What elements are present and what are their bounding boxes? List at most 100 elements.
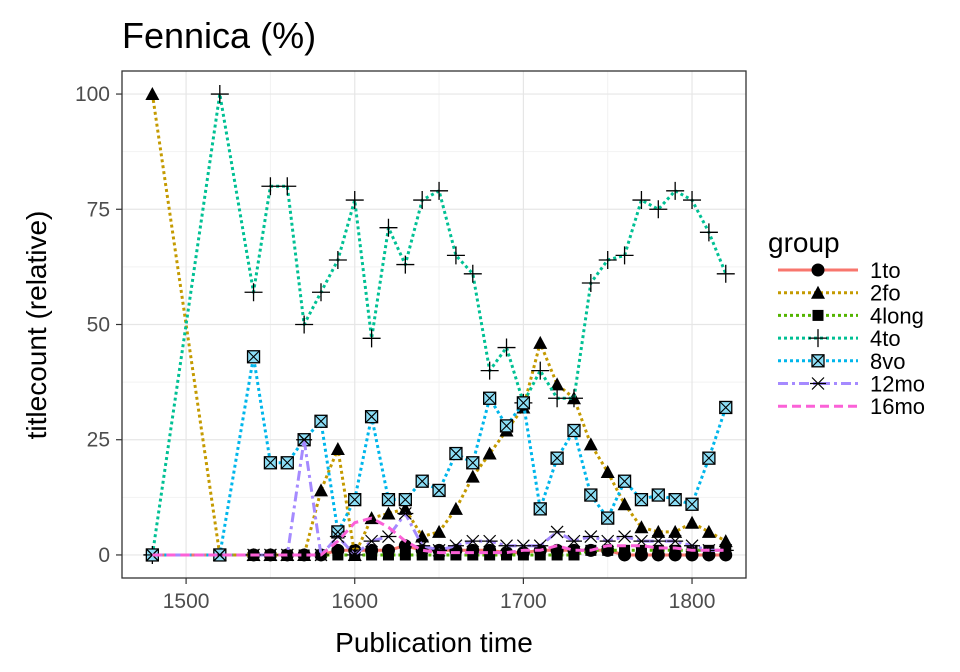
data-point-8vo [516, 396, 531, 410]
data-point-4to [413, 191, 432, 210]
legend-title: group [768, 227, 840, 258]
data-point-4to [480, 361, 499, 380]
data-point-8vo [584, 488, 598, 502]
x-tick-label: 1800 [669, 590, 716, 613]
data-point-4long [433, 549, 445, 561]
data-point-8vo [466, 456, 480, 470]
data-point-12mo [549, 525, 566, 539]
data-point-4to [497, 338, 516, 357]
data-point-12mo [447, 539, 464, 553]
y-tick-label: 75 [87, 198, 110, 221]
data-point-12mo [380, 530, 397, 543]
legend-item-2fo: 2fo [778, 281, 901, 306]
data-point-12mo [397, 507, 414, 520]
data-point-2fo [448, 501, 463, 515]
x-tick-label: 1500 [163, 590, 210, 613]
y-tick-label: 50 [87, 314, 110, 337]
data-point-2fo [314, 483, 329, 497]
data-point-8vo [634, 492, 649, 507]
data-point-2fo [600, 464, 615, 478]
data-point-8vo [617, 474, 632, 488]
data-point-4to [362, 329, 381, 348]
data-point-4to [244, 283, 263, 302]
legend-key-marker [809, 329, 827, 348]
data-point-4long [416, 549, 428, 561]
legend-label: 4long [870, 303, 924, 328]
data-point-4long [382, 549, 394, 561]
legend-label: 1to [870, 258, 901, 283]
legend-label: 4to [870, 326, 901, 351]
data-point-2fo [398, 501, 413, 515]
data-point-4long [669, 544, 681, 556]
data-point-8vo [533, 502, 547, 516]
legend-key-marker [811, 285, 825, 299]
data-point-12mo [650, 534, 667, 548]
data-point-4to [379, 218, 398, 237]
data-point-2fo [701, 524, 716, 538]
series-2fo [145, 87, 733, 561]
data-point-4to [632, 191, 651, 210]
data-point-4long [501, 549, 513, 561]
data-point-4to [396, 255, 415, 274]
data-point-8vo [432, 483, 446, 498]
data-point-8vo [702, 451, 716, 465]
data-point-4to [649, 200, 668, 219]
y-axis-title: titlecount (relative) [21, 211, 52, 440]
data-point-4to [564, 389, 583, 408]
data-point-4to [531, 361, 550, 380]
legend-item-12mo: 12mo [778, 372, 925, 397]
data-point-4to [581, 274, 600, 293]
data-point-2fo [415, 529, 430, 543]
data-point-4to [666, 181, 685, 200]
data-point-2fo [145, 87, 160, 101]
data-point-2fo [718, 534, 733, 548]
data-point-4to [683, 191, 702, 210]
data-point-2fo [651, 524, 666, 538]
data-point-8vo [567, 423, 581, 438]
data-point-4to [615, 246, 634, 265]
y-tick-label: 0 [98, 544, 110, 567]
data-point-12mo [464, 534, 481, 548]
data-point-12mo [498, 539, 515, 553]
data-point-2fo [617, 497, 632, 511]
data-point-4long [551, 549, 563, 561]
legend-key-marker [811, 263, 825, 277]
data-point-4long [450, 549, 462, 561]
data-point-4long [619, 544, 631, 556]
x-tick-label: 1600 [331, 590, 378, 613]
data-point-12mo [296, 433, 313, 447]
data-point-4long [635, 544, 647, 556]
data-point-4long [467, 549, 479, 561]
data-point-8vo [398, 492, 412, 507]
data-point-8vo [415, 474, 429, 488]
data-point-2fo [668, 524, 683, 538]
data-point-4to [345, 191, 364, 210]
data-point-4to [699, 223, 718, 242]
data-point-4long [484, 549, 496, 561]
legend-item-16mo: 16mo [778, 394, 925, 419]
data-point-4to [463, 264, 482, 283]
data-point-2fo [583, 437, 598, 451]
data-point-8vo [449, 446, 463, 461]
data-point-8vo [651, 488, 665, 502]
data-point-4to [210, 85, 229, 104]
data-point-8vo [348, 492, 362, 507]
data-point-2fo [381, 506, 396, 520]
data-point-8vo [364, 410, 379, 424]
data-point-2fo [634, 520, 649, 534]
data-point-4to [548, 389, 567, 408]
legend-label: 16mo [870, 394, 925, 419]
legend-item-1to: 1to [778, 258, 901, 283]
x-axis-title: Publication time [335, 627, 533, 658]
data-point-12mo [667, 534, 684, 548]
data-point-12mo [431, 543, 448, 557]
data-point-4to [716, 264, 735, 283]
data-point-12mo [582, 530, 599, 543]
legend-item-4to: 4to [778, 326, 901, 351]
data-point-8vo [314, 414, 328, 428]
data-point-2fo [465, 469, 480, 483]
data-point-2fo [533, 335, 548, 349]
data-point-8vo [483, 391, 497, 405]
